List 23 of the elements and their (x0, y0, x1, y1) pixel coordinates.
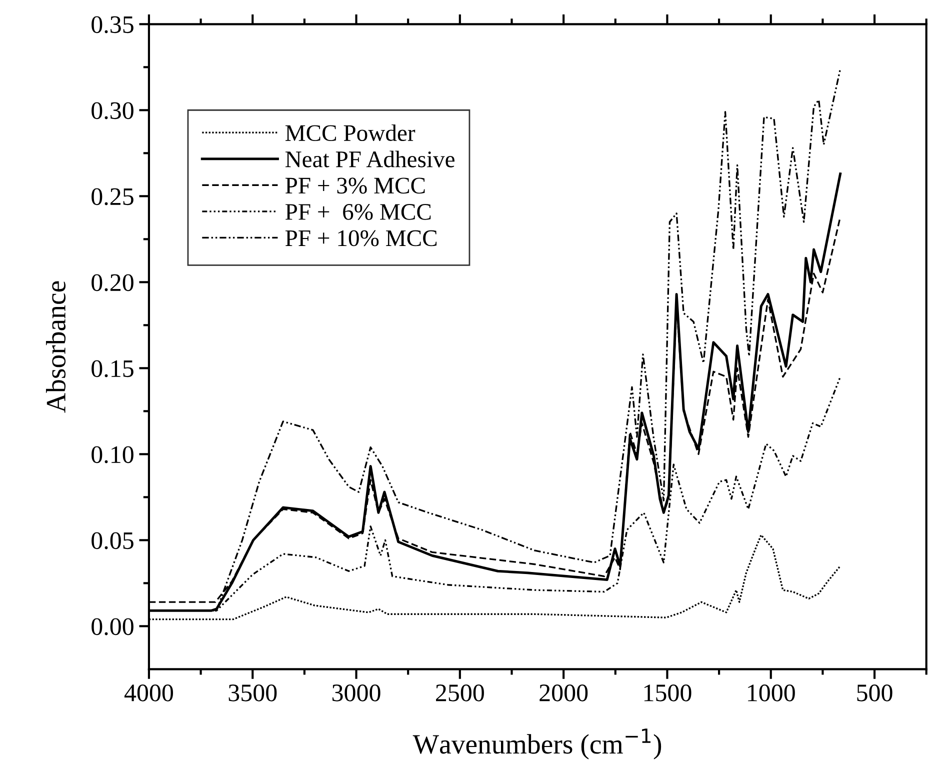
x-axis-title: Wavenumbers (cm$^{−1}$) (412, 728, 662, 760)
legend-label: Neat PF Adhesive (285, 150, 454, 168)
legend-label: PF + 3% MCC (285, 178, 425, 194)
x-tick-label: 3500 (228, 684, 277, 702)
y-tick-label: 0.00 (92, 618, 134, 636)
legend-label: MCC Powder (285, 124, 416, 142)
x-tick-label: 500 (857, 684, 892, 702)
y-tick-label: 0.15 (92, 360, 134, 378)
y-tick-label: 0.10 (92, 446, 134, 464)
x-tick-label: 2500 (436, 684, 484, 702)
legend-label: PF + 6% MCC (285, 204, 431, 220)
x-tick-label: 2000 (540, 684, 588, 702)
y-axis-title: Absorbance (46, 281, 66, 413)
y-tick-label: 0.20 (92, 274, 134, 292)
y-tick-label: 0.35 (92, 16, 134, 34)
x-tick-label: 1000 (748, 684, 795, 702)
x-tick-label: 1500 (644, 684, 692, 702)
x-tick-label: 4000 (124, 684, 174, 702)
y-tick-label: 0.05 (92, 532, 134, 550)
y-tick-label: 0.30 (92, 102, 134, 120)
y-tick-label: 0.25 (92, 188, 134, 206)
x-tick-label: 3000 (332, 684, 380, 702)
legend-label: PF + 10% MCC (285, 230, 437, 246)
